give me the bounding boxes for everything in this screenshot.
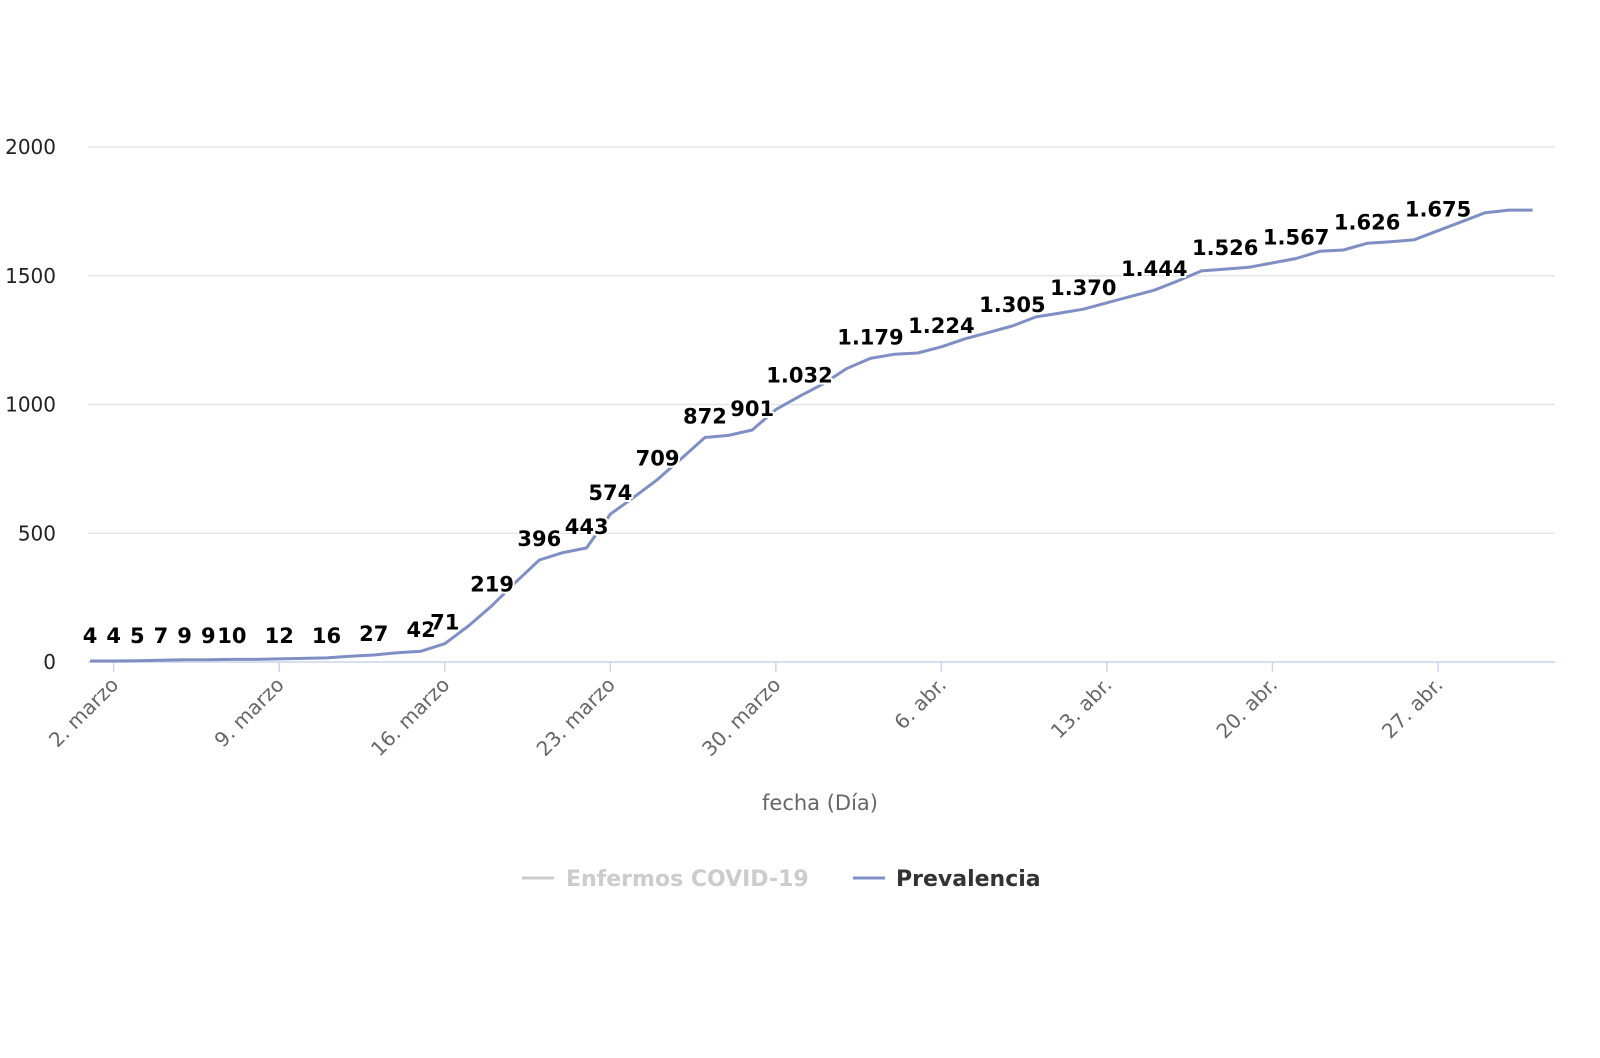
x-tick-label: 2. marzo: [44, 673, 123, 752]
data-label: 9: [201, 624, 216, 648]
data-label: 219: [470, 573, 514, 597]
legend-item-enfermos[interactable]: Enfermos COVID-19: [522, 867, 809, 892]
data-label: 574: [588, 481, 632, 505]
x-axis: 2. marzo 9. marzo 16. marzo 23. marzo 30. ma…: [44, 661, 1555, 761]
y-tick-label: 0: [43, 650, 56, 674]
data-label: 71: [430, 611, 459, 635]
legend-label-enfermos: Enfermos COVID-19: [566, 867, 809, 892]
data-label: 42: [406, 618, 435, 642]
data-label: 1.675: [1405, 198, 1471, 222]
data-label: 5: [130, 624, 145, 648]
x-tick-label: 27. abr.: [1377, 673, 1448, 744]
legend-label-prevalencia: Prevalencia: [896, 867, 1041, 892]
x-tick-label: 6. abr.: [889, 673, 951, 735]
data-label: 1.179: [837, 325, 903, 349]
y-tick-label: 2000: [5, 135, 56, 159]
data-label: 443: [565, 515, 609, 539]
data-label: 1.444: [1121, 257, 1187, 281]
legend: Enfermos COVID-19 Prevalencia: [522, 867, 1041, 892]
data-label: 10: [217, 624, 246, 648]
y-axis: 0 500 1000 1500 2000: [5, 135, 56, 674]
data-label: 1.526: [1192, 236, 1258, 260]
data-label: 1.224: [908, 314, 974, 338]
data-label: 1.032: [766, 363, 832, 387]
y-tick-label: 500: [18, 521, 56, 545]
data-label: 1.567: [1263, 225, 1329, 249]
x-axis-title: fecha (Día): [762, 791, 878, 815]
data-label: 9: [177, 624, 192, 648]
legend-item-prevalencia[interactable]: Prevalencia: [853, 867, 1041, 892]
y-tick-label: 1000: [5, 393, 56, 417]
data-label: 872: [683, 404, 727, 428]
data-label: 1.626: [1334, 210, 1400, 234]
data-label: 1.370: [1050, 276, 1116, 300]
data-label: 709: [636, 446, 680, 470]
data-label: 4: [106, 624, 121, 648]
series-prevalencia[interactable]: [90, 208, 1533, 663]
series-line-prevalencia[interactable]: [90, 208, 1533, 663]
grid: [88, 146, 1555, 534]
x-tick-label: 23. marzo: [532, 673, 620, 761]
x-tick-label: 20. abr.: [1211, 673, 1282, 744]
data-label: 16: [312, 624, 341, 648]
y-tick-label: 1500: [5, 264, 56, 288]
data-label: 27: [359, 622, 388, 646]
x-tick-label: 9. marzo: [209, 673, 288, 752]
x-tick-label: 16. marzo: [366, 673, 454, 761]
data-label: 7: [154, 624, 169, 648]
data-label: 4: [83, 624, 98, 648]
data-label: 396: [517, 527, 561, 551]
x-tick-label: 30. marzo: [697, 673, 785, 761]
data-label: 12: [265, 624, 294, 648]
data-label: 1.305: [979, 293, 1045, 317]
data-label: 901: [730, 397, 774, 421]
x-tick-label: 13. abr.: [1046, 673, 1117, 744]
